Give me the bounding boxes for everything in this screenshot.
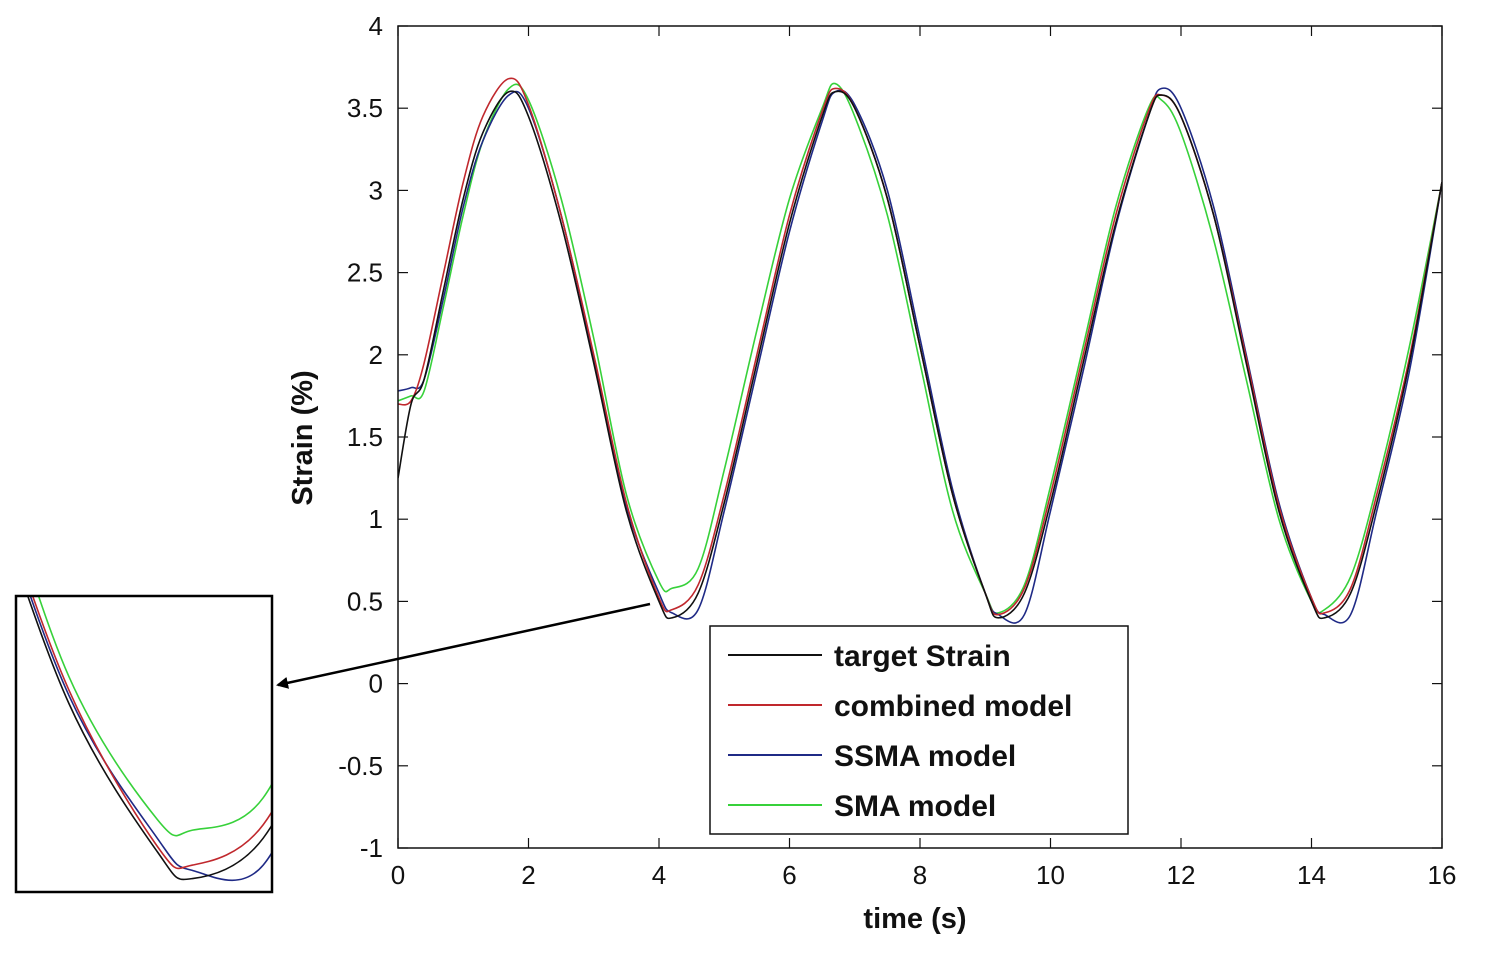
y-tick-label: 1 [369,504,383,534]
y-tick-label: -0.5 [338,751,383,781]
series-line-4 [398,82,1442,614]
y-tick-label: 1.5 [347,422,383,452]
legend-label: SMA model [834,790,996,823]
zoom-inset-background [16,596,272,892]
series-line-3 [398,87,1442,624]
legend-entries: target Strain combined model SSMA model SMA… [728,640,1072,823]
x-tick-label: 0 [391,860,405,890]
x-tick-label: 14 [1297,860,1326,890]
x-tick-label: 8 [913,860,927,890]
x-tick-label: 12 [1167,860,1196,890]
y-tick-label: 4 [369,11,383,41]
zoom-inset-series [26,596,272,882]
x-tick-label: 2 [521,860,535,890]
series-layer [398,77,1442,624]
y-axis-title: Strain (%) [287,370,319,505]
zoom-inset-frame [14,594,274,894]
y-tick-label: 3.5 [347,93,383,123]
zoom-inset [14,594,274,894]
x-tick-label: 16 [1428,860,1457,890]
y-tick-label: 0.5 [347,586,383,616]
y-tick-label: 2 [369,340,383,370]
legend-label: SSMA model [834,740,1016,773]
y-tick-label: -1 [360,833,383,863]
zoom-arrow [276,602,651,689]
series-line-1 [398,90,1442,620]
legend-label: target Strain [834,640,1011,673]
y-tick-label: 0 [369,669,383,699]
zoom-series-line-4 [37,596,272,837]
x-tick-label: 6 [782,860,796,890]
zoom-series-line-2 [31,596,272,870]
zoom-series-line-3 [29,596,272,882]
x-tick-label: 4 [652,860,666,890]
y-tick-label: 3 [369,175,383,205]
ticks-layer: 0 2 4 6 8 10 12 14 16 -1 -0.5 0 0.5 1 1.5 2 2.5 3 3.5 4 [338,11,1456,890]
x-axis-title: time (s) [863,903,966,935]
legend-box [709,625,1129,835]
zoom-series-line-1 [26,596,272,881]
legend-label: combined model [834,690,1072,723]
x-tick-label: 10 [1036,860,1065,890]
legend: target Strain combined model SSMA model SMA… [709,625,1129,835]
y-tick-label: 2.5 [347,258,383,288]
